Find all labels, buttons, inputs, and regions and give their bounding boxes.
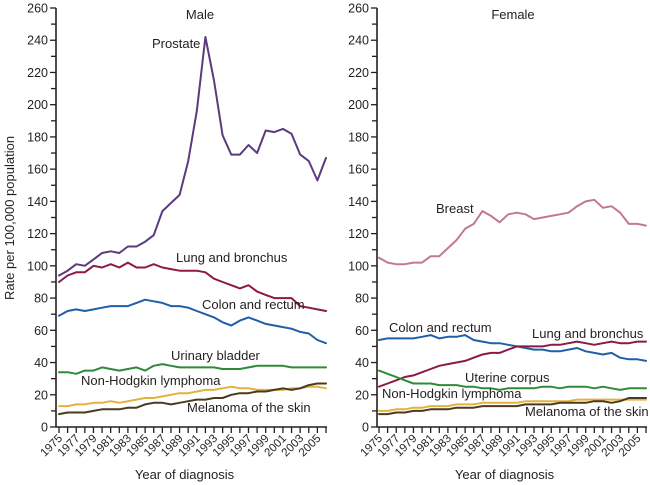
series-line-non-hodgkin-lymphoma bbox=[58, 385, 327, 408]
y-tick-label: 60 bbox=[34, 324, 48, 338]
y-tick-label: 60 bbox=[355, 324, 369, 338]
y-tick-label: 0 bbox=[41, 421, 48, 435]
x-axis-title: Year of diagnosis bbox=[135, 467, 235, 482]
series-line-melanoma-of-the-skin bbox=[58, 382, 327, 416]
y-tick-label: 100 bbox=[348, 259, 369, 273]
series-line-colon-and-rectum bbox=[58, 298, 327, 345]
series-label-non-hodgkin-lymphoma: Non-Hodgkin lymphoma bbox=[382, 386, 522, 401]
series-label-colon-and-rectum: Colon and rectum bbox=[389, 320, 492, 335]
series-line-colon-and-rectum bbox=[378, 334, 647, 362]
y-tick-label: 0 bbox=[362, 421, 369, 435]
y-tick-label: 40 bbox=[355, 356, 369, 370]
series-label-lung-and-bronchus: Lung and bronchus bbox=[532, 326, 644, 341]
series-label-colon-and-rectum: Colon and rectum bbox=[202, 297, 305, 312]
series-label-prostate: Prostate bbox=[152, 36, 200, 51]
y-tick-label: 120 bbox=[348, 227, 369, 241]
y-tick-label: 80 bbox=[34, 292, 48, 306]
y-tick-label: 200 bbox=[348, 98, 369, 112]
panel-title: Male bbox=[186, 7, 214, 22]
series-label-breast: Breast bbox=[436, 201, 474, 216]
y-tick-label: 260 bbox=[348, 2, 369, 16]
y-tick-label: 20 bbox=[34, 388, 48, 402]
y-tick-label: 180 bbox=[348, 130, 369, 144]
series-label-non-hodgkin-lymphoma: Non-Hodgkin lymphoma bbox=[81, 373, 221, 388]
y-tick-label: 120 bbox=[27, 227, 48, 241]
y-axis-title: Rate per 100,000 population bbox=[2, 136, 17, 300]
y-tick-label: 200 bbox=[27, 98, 48, 112]
panel-title: Female bbox=[491, 7, 534, 22]
y-tick-label: 160 bbox=[348, 163, 369, 177]
y-tick-label: 260 bbox=[27, 2, 48, 16]
series-line-breast bbox=[378, 198, 647, 266]
series-line-lung-and-bronchus bbox=[58, 261, 327, 312]
male-panel: Male 0 20 40 60 80 100 120 140 160 180 200 220 240 260… bbox=[27, 2, 327, 482]
y-tick-label: 240 bbox=[27, 34, 48, 48]
y-tick-label: 220 bbox=[27, 66, 48, 80]
series-label-melanoma-of-the-skin: Melanoma of the skin bbox=[187, 400, 311, 415]
female-panel: Female 0 20 40 60 80 100 120 140 160 180 200 220 240 2… bbox=[348, 2, 648, 483]
y-tick-label: 140 bbox=[27, 195, 48, 209]
x-axis-title: Year of diagnosis bbox=[455, 467, 555, 482]
y-tick-label: 180 bbox=[27, 130, 48, 144]
y-tick-label: 140 bbox=[348, 195, 369, 209]
series-line-melanoma-of-the-skin bbox=[378, 397, 647, 416]
y-tick-label: 220 bbox=[348, 66, 369, 80]
y-tick-label: 80 bbox=[355, 292, 369, 306]
series-label-urinary-bladder: Urinary bladder bbox=[171, 348, 261, 363]
y-tick-label: 100 bbox=[27, 259, 48, 273]
series-line-non-hodgkin-lymphoma bbox=[378, 398, 647, 412]
series-label-lung-and-bronchus: Lung and bronchus bbox=[176, 250, 288, 265]
series-label-melanoma-of-the-skin: Melanoma of the skin bbox=[525, 404, 649, 419]
y-tick-label: 40 bbox=[34, 356, 48, 370]
series-line-lung-and-bronchus bbox=[378, 340, 647, 388]
series-line-urinary-bladder bbox=[58, 363, 327, 375]
series-label-uterine-corpus: Uterine corpus bbox=[465, 370, 550, 385]
y-tick-label: 160 bbox=[27, 163, 48, 177]
series-line-prostate bbox=[58, 36, 327, 277]
y-tick-label: 20 bbox=[355, 388, 369, 402]
series-line-uterine-corpus bbox=[378, 369, 647, 391]
y-tick-label: 240 bbox=[348, 34, 369, 48]
